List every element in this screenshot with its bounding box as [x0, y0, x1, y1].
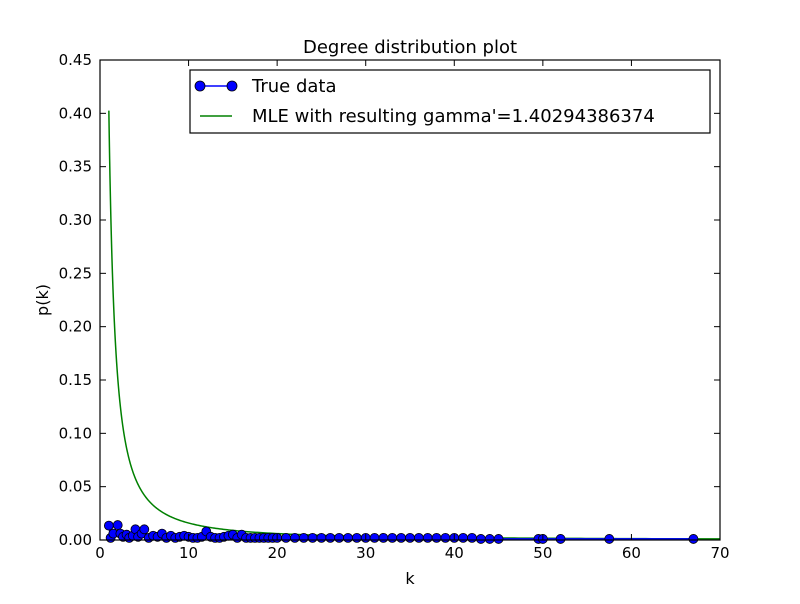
true-data-point — [316, 532, 327, 543]
true-data-point — [484, 534, 495, 544]
true-data-point — [688, 534, 699, 544]
true-data-point — [467, 532, 477, 543]
true-data-point — [281, 532, 291, 543]
true-data-point — [289, 532, 300, 543]
y-axis-label: p(k) — [33, 284, 52, 316]
true-data-point — [334, 532, 345, 543]
true-data-point — [604, 534, 615, 544]
plot-area — [100, 60, 721, 544]
true-data-point — [307, 532, 318, 543]
true-data-point — [493, 534, 504, 544]
axes: 0 10 20 30 40 50 60 70 0.00 0.05 0.10 0.15 0.20 0.25 0… — [59, 51, 730, 562]
true-data-point — [475, 534, 486, 544]
true-data-point — [351, 532, 362, 543]
x-tick-label: 30 — [356, 544, 375, 562]
y-tick-label: 0.00 — [59, 531, 92, 549]
x-tick-label: 50 — [533, 544, 552, 562]
y-tick-label: 0.45 — [59, 51, 92, 69]
y-tick-label: 0.25 — [59, 264, 92, 282]
true-data-point — [555, 534, 566, 544]
y-tick-label: 0.15 — [59, 371, 92, 389]
x-tick-label: 0 — [95, 544, 105, 562]
y-tick-label: 0.35 — [59, 158, 92, 176]
y-tick-label: 0.20 — [59, 318, 92, 336]
legend: True data MLE with resulting gamma'=1.40… — [189, 69, 711, 134]
legend-mle-label: MLE with resulting gamma'=1.40294386374 — [252, 106, 655, 127]
true-data-point — [369, 532, 380, 543]
true-data-point — [139, 524, 150, 535]
x-axis-label: k — [405, 569, 415, 588]
true-data-point — [103, 520, 114, 531]
true-data-point — [387, 532, 398, 543]
y-tick-label: 0.30 — [59, 211, 92, 229]
true-data-point — [343, 532, 353, 543]
y-tick-label: 0.40 — [59, 104, 92, 122]
true-data-point — [298, 532, 309, 543]
x-tick-label: 60 — [622, 544, 641, 562]
true-data-point — [440, 532, 451, 543]
true-data-point — [378, 532, 389, 543]
chart-title: Degree distribution plot — [303, 37, 517, 58]
x-tick-label: 10 — [179, 544, 198, 562]
x-tick-label: 70 — [710, 544, 729, 562]
axes-frame — [99, 59, 721, 541]
legend-true-data-label: True data — [251, 76, 337, 97]
legend-frame — [189, 69, 711, 134]
true-data-point — [431, 532, 442, 543]
true-data-point — [422, 532, 433, 543]
plot-background — [100, 60, 720, 540]
legend-true-data-marker-end — [226, 80, 238, 92]
y-tick-label: 0.05 — [59, 478, 92, 496]
true-data-point — [458, 532, 469, 543]
legend-true-data-marker-start — [194, 80, 206, 92]
x-tick-label: 20 — [268, 544, 287, 562]
true-data-point — [413, 532, 424, 543]
true-data-point — [405, 532, 415, 543]
true-data-point — [396, 532, 407, 543]
true-data-point — [325, 532, 336, 543]
true-data-point — [112, 520, 123, 530]
x-tick-label: 40 — [445, 544, 464, 562]
y-tick-label: 0.10 — [59, 424, 92, 442]
